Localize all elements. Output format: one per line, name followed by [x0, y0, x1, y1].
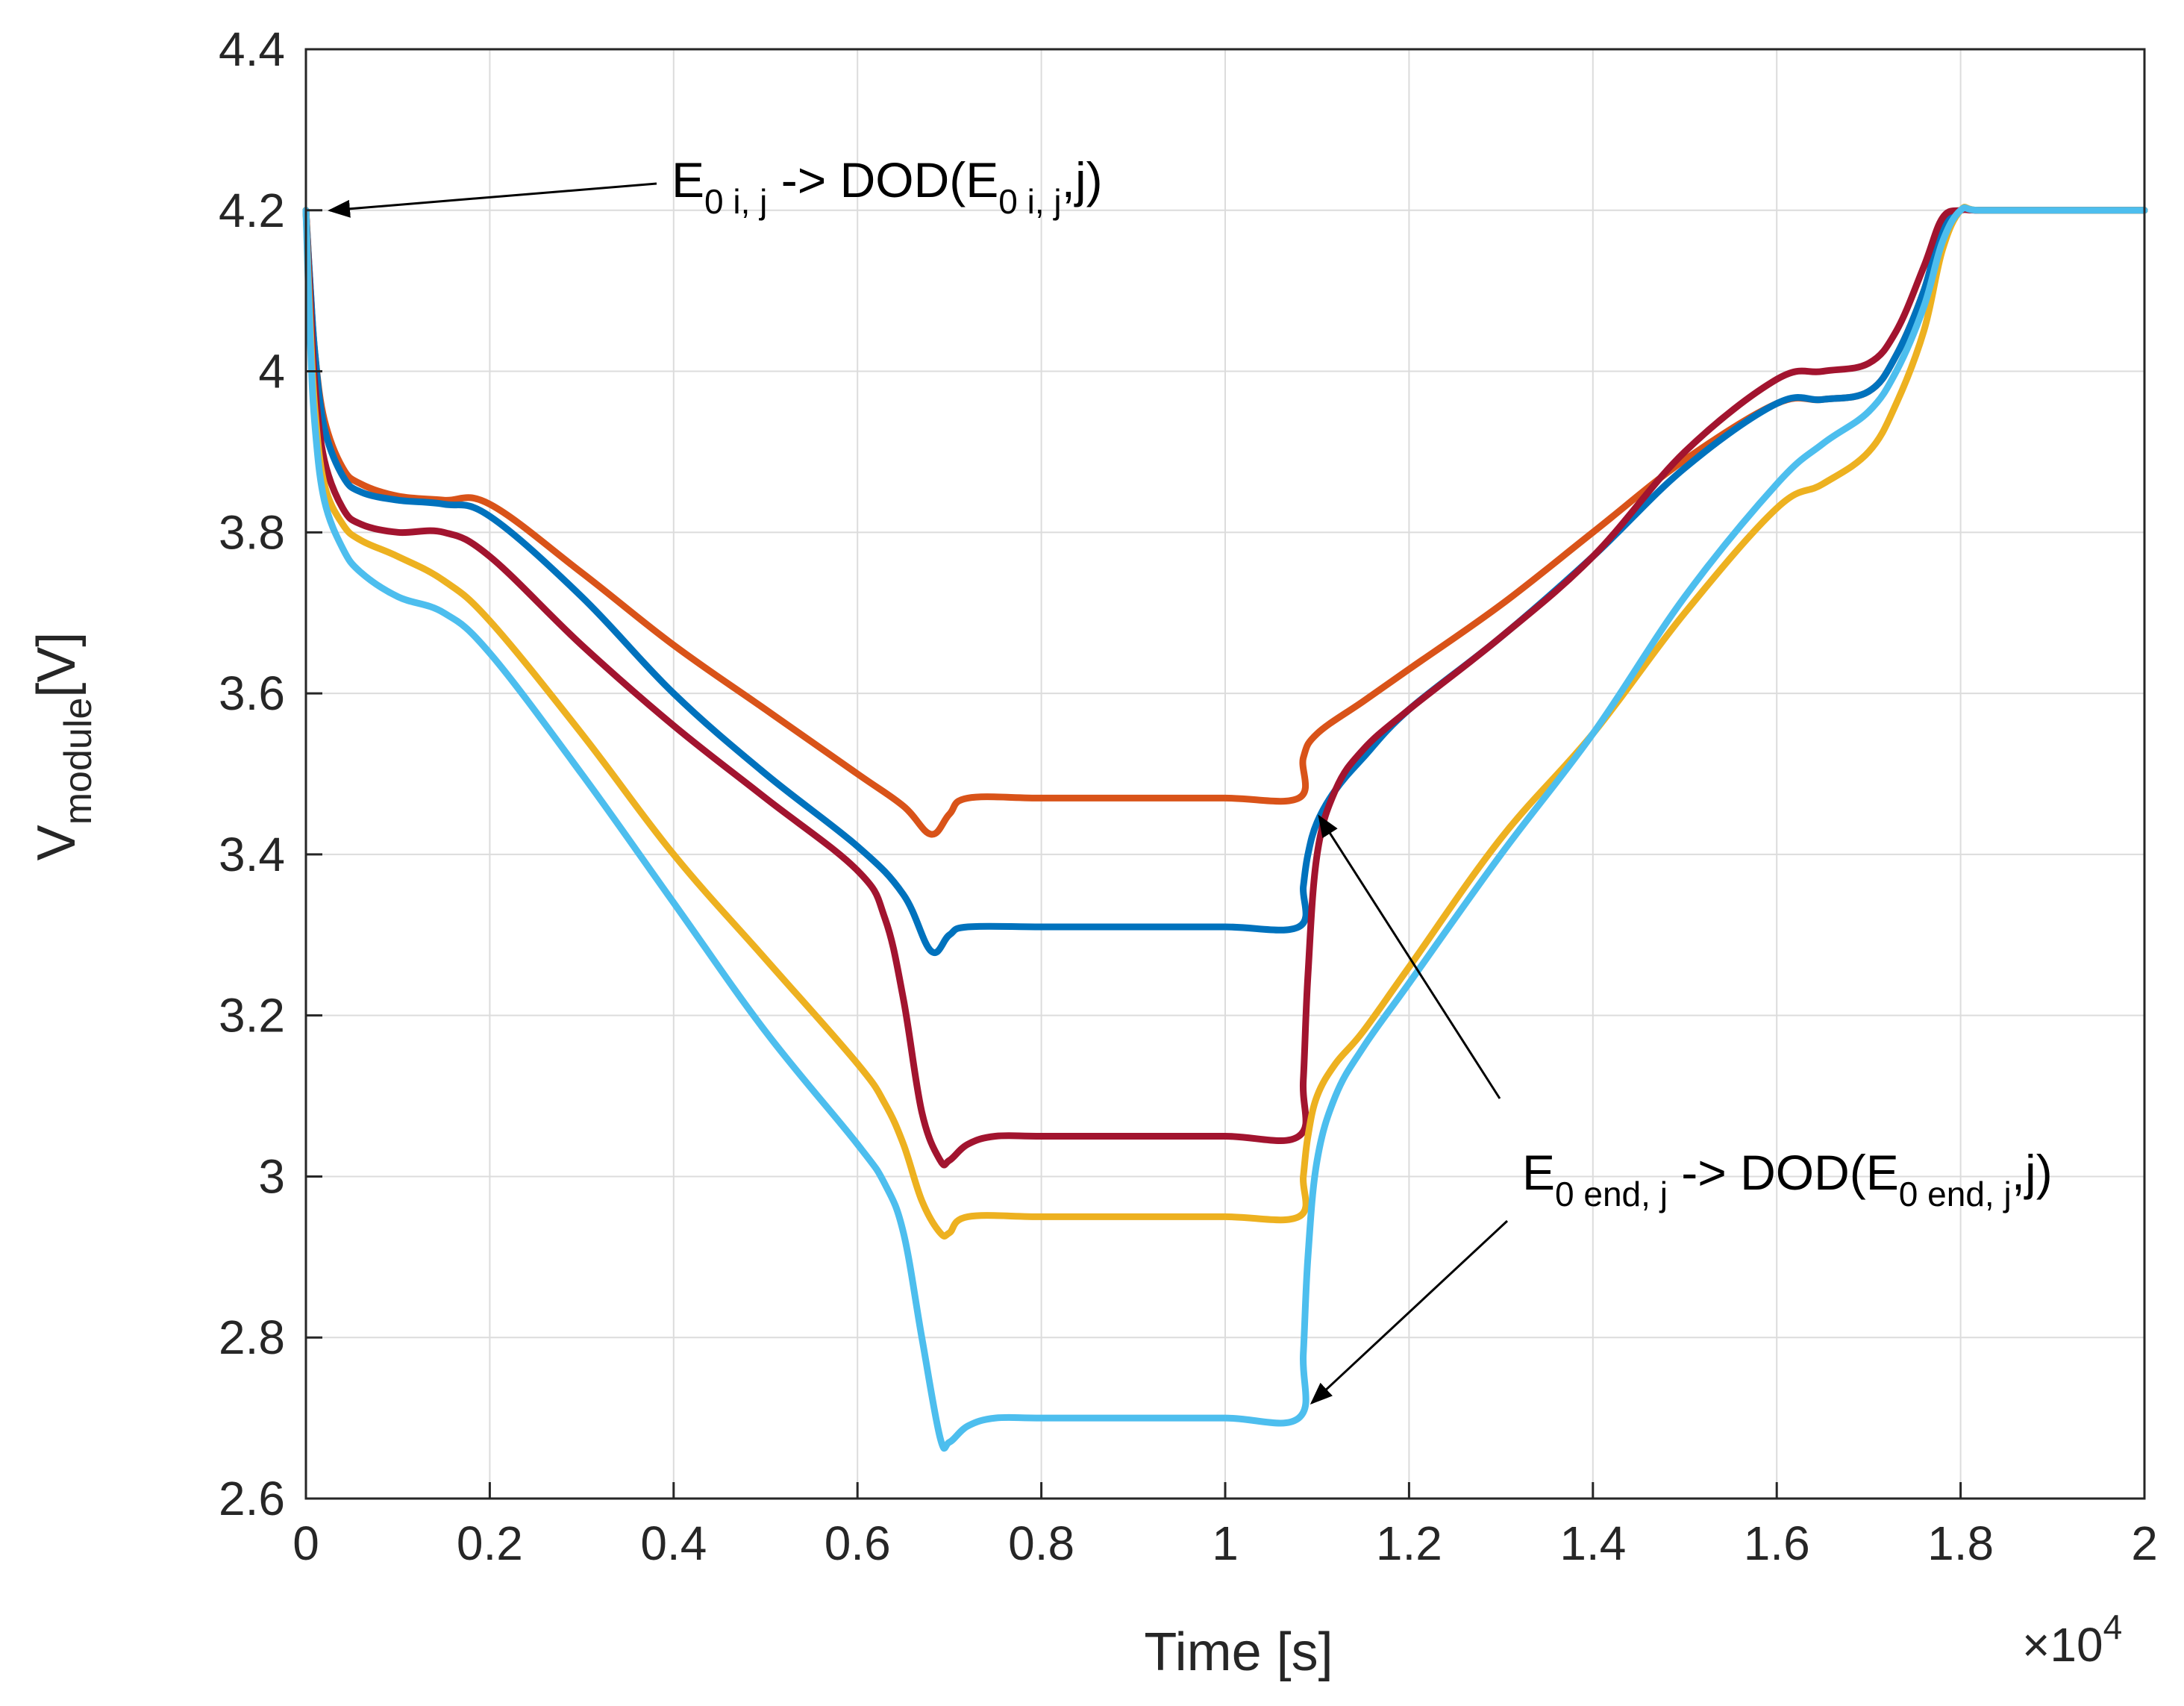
- y-tick-label: 2.6: [219, 1472, 285, 1525]
- x-tick-label: 0.6: [825, 1516, 891, 1570]
- series-line-yellow: [302, 204, 2148, 1240]
- x-axis-multiplier: ×104: [2022, 1607, 2122, 1672]
- annotation-start-label: E0 i, j -> DOD(E0 i, j,j): [672, 152, 1103, 221]
- y-label-subscript: module: [57, 698, 100, 825]
- y-tick-label: 4.2: [219, 184, 285, 237]
- x-tick-label: 0.8: [1008, 1516, 1074, 1570]
- x-multiplier-base: ×10: [2022, 1618, 2103, 1672]
- annotation-arrow-start: [328, 182, 657, 218]
- annotation-arrow-end-upper: [1318, 814, 1501, 1099]
- y-label-main: V: [27, 825, 87, 860]
- x-tick-label: 2: [2131, 1516, 2158, 1570]
- series-line-crimson: [302, 206, 2148, 1169]
- annotations: E0 i, j -> DOD(E0 i, j,j) E0 end, j -> D…: [328, 152, 2053, 1405]
- y-tick-label: 3.8: [219, 505, 285, 559]
- y-axis-ticks: 2.6 2.8 3 3.2 3.4 3.6 3.8 4 4.2 4.4: [219, 22, 322, 1525]
- x-tick-label: 1.4: [1559, 1516, 1626, 1570]
- x-tick-label: 0.2: [457, 1516, 523, 1570]
- annotation-end-label: E0 end, j -> DOD(E0 end, j,j): [1522, 1145, 2053, 1213]
- x-tick-label: 1.6: [1744, 1516, 1810, 1570]
- series-line-light-blue: [302, 204, 2148, 1452]
- x-tick-label: 0.4: [640, 1516, 707, 1570]
- y-axis-label: Vmodule[V]: [27, 632, 100, 861]
- x-axis-ticks: 0 0.2 0.4 0.6 0.8 1 1.2 1.4 1.6 1.8 2: [292, 1482, 2158, 1570]
- x-tick-label: 1: [1212, 1516, 1239, 1570]
- x-axis-label: Time [s]: [1144, 1622, 1333, 1682]
- x-multiplier-exponent: 4: [2103, 1607, 2123, 1646]
- series-group: [302, 204, 2148, 1452]
- x-tick-label: 1.8: [1927, 1516, 1994, 1570]
- y-tick-label: 4.4: [219, 22, 285, 76]
- y-tick-label: 3.4: [219, 828, 285, 881]
- x-tick-label: 0: [292, 1516, 319, 1570]
- y-tick-label: 3: [258, 1149, 285, 1203]
- y-label-unit: [V]: [27, 632, 87, 698]
- y-tick-label: 3.6: [219, 666, 285, 720]
- y-tick-label: 2.8: [219, 1310, 285, 1364]
- annotation-arrow-end-lower: [1310, 1219, 1509, 1405]
- y-tick-label: 3.2: [219, 989, 285, 1043]
- y-tick-label: 4: [258, 345, 285, 399]
- series-line-blue: [302, 205, 2148, 956]
- x-tick-label: 1.2: [1376, 1516, 1442, 1570]
